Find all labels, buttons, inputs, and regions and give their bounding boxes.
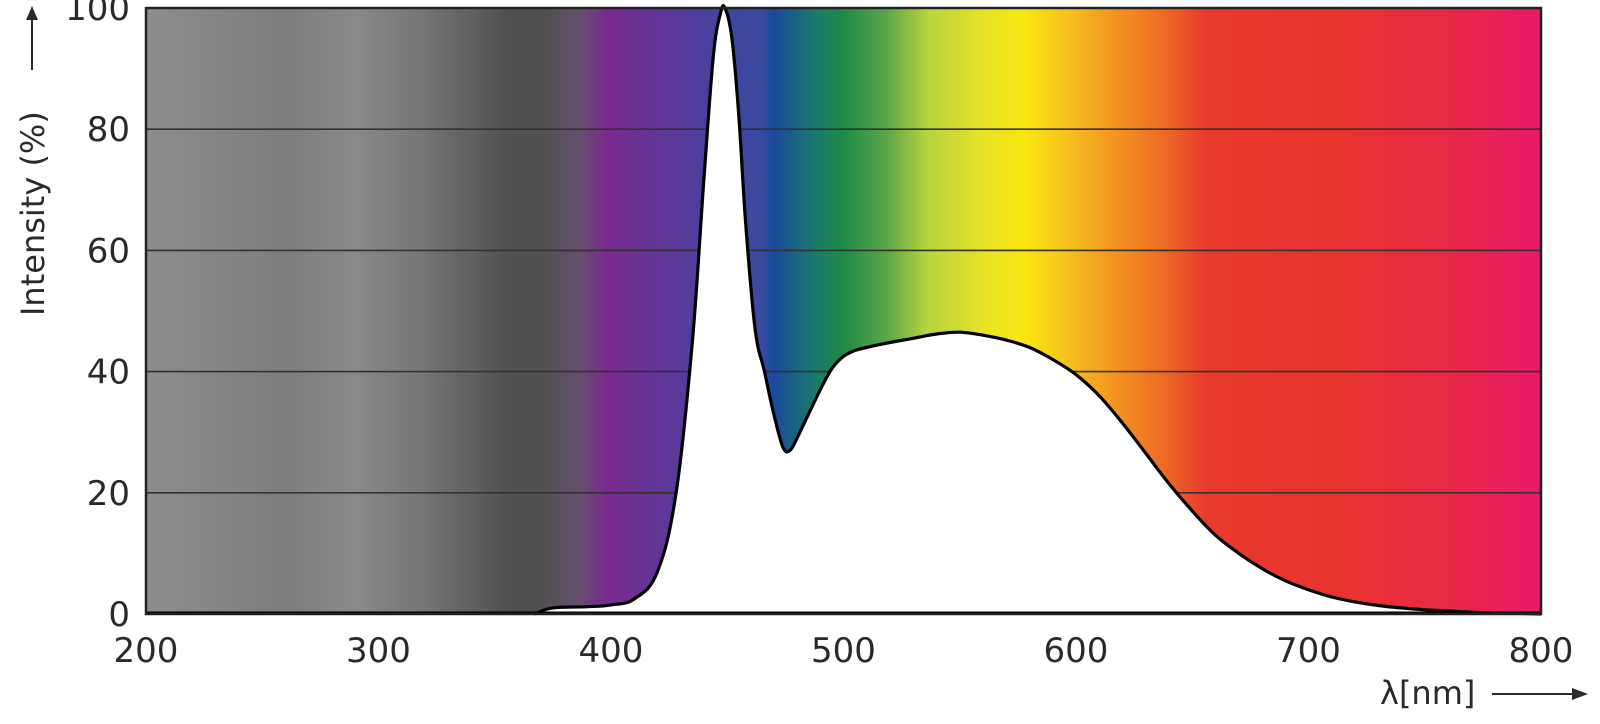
x-axis-label: λ[nm]: [1380, 674, 1475, 712]
spectrum-curve-line: [533, 4, 1542, 616]
y-tick-label-100: 100: [65, 0, 130, 29]
y-tick-label-80: 80: [87, 110, 130, 150]
plot-border: [144, 6, 1543, 616]
y-tick-label-40: 40: [87, 353, 130, 393]
y-tick-label-60: 60: [87, 231, 130, 271]
x-tick-label-500: 500: [811, 631, 876, 671]
x-tick-labels: 200 300 400 500 600 700 800: [114, 631, 1574, 671]
x-tick-label-300: 300: [346, 631, 411, 671]
x-tick-label-800: 800: [1509, 631, 1574, 671]
spectrum-area-fill: [534, 5, 1541, 615]
axis-labels: Intensity (%) λ[nm]: [14, 6, 1588, 712]
y-tick-labels: 0 20 40 60 80 100: [65, 0, 130, 635]
plot-frame: [144, 6, 1543, 616]
x-tick-label-400: 400: [579, 631, 644, 671]
y-tick-label-20: 20: [87, 474, 130, 514]
x-axis-arrow-head: [1572, 688, 1588, 700]
y-axis-label: Intensity (%): [14, 111, 52, 316]
y-axis-arrow-head: [26, 6, 38, 20]
x-tick-label-700: 700: [1276, 631, 1341, 671]
y-tick-label-0: 0: [108, 595, 130, 635]
x-tick-label-600: 600: [1044, 631, 1109, 671]
x-tick-label-200: 200: [114, 631, 179, 671]
